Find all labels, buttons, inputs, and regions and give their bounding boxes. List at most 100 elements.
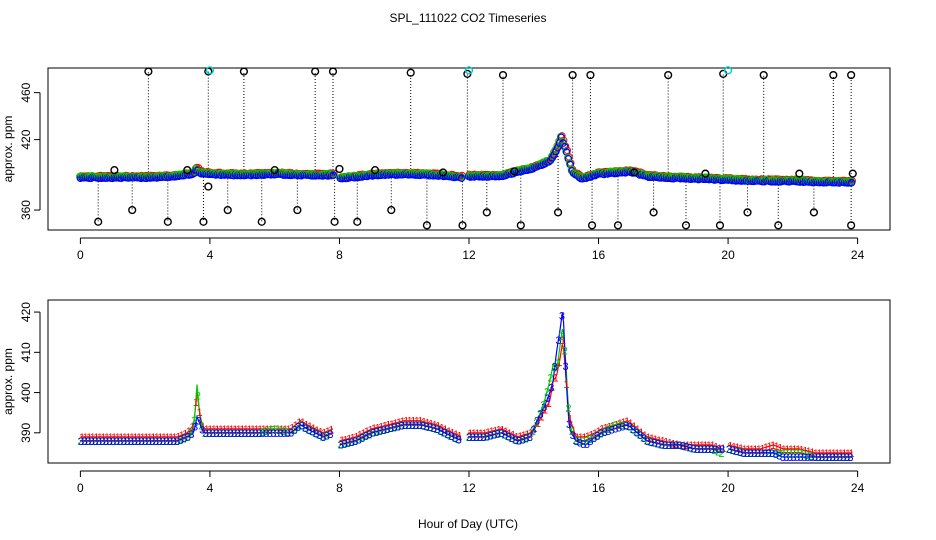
series-2-marker: 2	[833, 452, 839, 464]
series-2-marker: 2	[416, 420, 422, 432]
series-1-marker: 1	[129, 432, 135, 444]
series-2-marker: 2	[686, 442, 692, 454]
series-2-marker: 2	[359, 433, 365, 445]
series-3-marker: 3	[434, 424, 440, 436]
series-3-marker: 3	[285, 428, 291, 440]
series-1-marker: 1	[325, 426, 331, 438]
raw-point	[795, 169, 804, 178]
series-1-marker: 1	[485, 427, 491, 439]
raw-point	[829, 70, 838, 80]
raw-point	[715, 221, 725, 230]
series-1-marker: 1	[179, 430, 185, 442]
series-1-marker: 1	[467, 428, 473, 440]
series-3-marker: 3	[213, 428, 219, 440]
series-2-marker: 2	[216, 428, 222, 440]
series-1-marker: 1	[417, 416, 423, 428]
series-3-marker: 3	[295, 422, 301, 434]
series-3-marker: 3	[163, 436, 169, 448]
raw-point	[183, 166, 192, 175]
series-3-marker: 3	[196, 416, 202, 428]
series-1-marker: 1	[578, 432, 584, 444]
series-3-marker: 3	[103, 436, 109, 448]
series-3-marker: 3	[210, 428, 216, 440]
raw-point	[387, 205, 396, 215]
series-3-marker: 3	[310, 427, 316, 439]
series-1-marker: 1	[514, 431, 520, 443]
x-tick-label: 16	[592, 248, 606, 262]
raw-point	[516, 221, 525, 230]
series-3-marker: 3	[484, 431, 490, 443]
series-2-marker: 2	[106, 436, 112, 448]
series-1-marker: 1	[204, 424, 210, 436]
series-1-marker: 1	[107, 432, 113, 444]
series-2-marker: 2	[601, 426, 607, 438]
series-2-marker: 2	[473, 432, 479, 444]
raw-point	[587, 221, 597, 230]
series-1-marker: 1	[595, 426, 601, 438]
series-3-marker: 3	[623, 420, 629, 432]
series-1-marker: 1	[531, 423, 537, 435]
series-2-marker: 2	[836, 452, 842, 464]
raw-point	[630, 168, 639, 177]
series-1-marker: 1	[353, 432, 359, 444]
series-1-marker: 1	[617, 418, 623, 430]
raw-point	[128, 205, 137, 215]
series-2-marker: 2	[772, 448, 778, 460]
series-2-marker: 2	[523, 433, 529, 445]
series-2-marker: 2	[280, 426, 286, 438]
series-1-marker: 1	[378, 421, 384, 433]
series-2-marker: 2	[530, 426, 536, 438]
y-axis-title: approx. ppm	[1, 116, 15, 183]
series-1-marker: 1	[168, 432, 174, 444]
series-1-marker: 1	[663, 437, 669, 449]
series-3-marker: 3	[452, 433, 458, 445]
series-2-marker: 2	[569, 426, 575, 438]
series-3-marker: 3	[787, 452, 793, 464]
y-tick-label: 420	[19, 129, 33, 149]
series-1-marker: 1	[481, 428, 487, 440]
series-3-marker: 3	[527, 432, 533, 444]
series-1-marker: 1	[571, 425, 577, 437]
series-3-marker: 3	[409, 420, 415, 432]
series-2-marker: 2	[234, 428, 240, 440]
raw-point	[204, 182, 213, 191]
series-2-marker: 2	[743, 448, 749, 460]
series-2-marker: 2	[405, 420, 411, 432]
series-1-marker: 1	[563, 379, 569, 391]
series-1-line	[80, 344, 853, 454]
series-3-marker: 3	[523, 433, 529, 445]
series-1-marker: 1	[125, 432, 131, 444]
series-1-marker: 1	[357, 430, 363, 442]
raw-point	[664, 70, 673, 80]
series-3-marker: 3	[85, 436, 91, 448]
series-3-marker: 3	[391, 422, 397, 434]
series-3-marker: 3	[798, 452, 804, 464]
series-3-marker: 3	[199, 425, 205, 437]
series-2-marker: 2	[765, 448, 771, 460]
series-3-marker: 3	[619, 421, 625, 433]
series-2-marker: 2	[159, 436, 165, 448]
series-3-marker: 3	[139, 436, 145, 448]
series-1-marker: 1	[246, 424, 252, 436]
series-3-marker: 3	[502, 430, 508, 442]
raw-point	[438, 168, 448, 177]
series-1-marker: 1	[592, 428, 598, 440]
series-1-marker: 1	[759, 443, 765, 455]
series-1-marker: 1	[784, 444, 790, 456]
series-1-marker: 1	[328, 424, 334, 436]
series-1-marker: 1	[296, 417, 302, 429]
series-3-marker: 3	[338, 439, 344, 451]
series-2-marker: 2	[394, 421, 400, 433]
series-3-marker: 3	[281, 428, 287, 440]
series-2-marker: 2	[562, 346, 568, 358]
series-1-marker: 1	[261, 424, 267, 436]
series-2-marker: 2	[117, 436, 123, 448]
series-2-marker: 2	[647, 437, 653, 449]
y-tick-label: 420	[19, 302, 33, 322]
series-1-marker: 1	[364, 426, 370, 438]
series-3-marker: 3	[644, 436, 650, 448]
series-1-marker: 1	[164, 432, 170, 444]
series-2-marker: 2	[544, 386, 550, 398]
series-3-marker: 3	[719, 444, 725, 456]
